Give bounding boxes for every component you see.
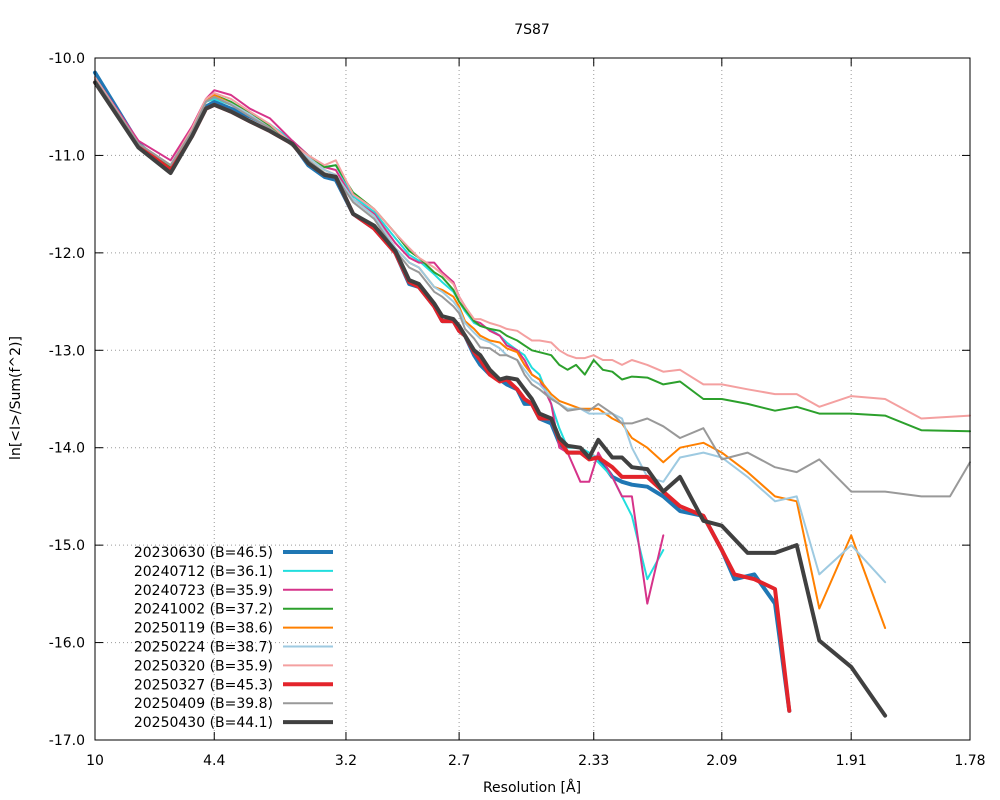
x-tick-label: 3.2 [335,753,357,769]
x-tick-label: 10 [86,753,104,769]
legend-label: 20250320 (B=35.9) [134,658,273,674]
x-tick-label: 2.33 [578,753,609,769]
plot-frame [94,57,971,741]
legend-label: 20230630 (B=46.5) [134,545,273,561]
legend: 20230630 (B=46.5) 20240712 (B=36.1) 202407… [134,545,333,731]
legend-label: 20241002 (B=37.2) [134,602,273,618]
legend-label: 20250430 (B=44.1) [134,715,273,731]
y-tick-label: -10.0 [49,51,85,67]
y-tick-label: -16.0 [49,636,85,652]
y-tick-label: -11.0 [49,148,85,164]
legend-label: 20250327 (B=45.3) [134,677,273,693]
y-tick-label: -13.0 [49,343,85,359]
y-tick-label: -15.0 [49,538,85,554]
legend-label: 20240712 (B=36.1) [134,564,273,580]
legend-label: 20250119 (B=38.6) [134,621,273,637]
x-axis-label: Resolution [Å] [483,779,581,796]
x-tick-label: 1.78 [954,753,985,769]
legend-label: 20250409 (B=39.8) [134,696,273,712]
series-layer [93,70,971,718]
y-axis-label: ln[<I>/Sum(f^2)] [8,336,24,460]
y-tick-label: -17.0 [49,733,85,749]
y-tick-label: -12.0 [49,246,85,262]
x-tick-label: 1.91 [836,753,867,769]
chart-title: 7S87 [514,22,550,38]
x-tick-label: 2.09 [706,753,737,769]
x-tick-label: 4.4 [203,753,225,769]
series-line-9 [93,80,888,718]
axis-ticks: 10 4.4 3.2 2.7 2.33 2.09 1.91 1.78 -10.0 -11.0 -12… [49,51,986,769]
legend-label: 20240723 (B=35.9) [134,583,273,599]
legend-label: 20250224 (B=38.7) [134,640,273,656]
x-tick-label: 2.7 [448,753,470,769]
y-tick-label: -14.0 [49,441,85,457]
